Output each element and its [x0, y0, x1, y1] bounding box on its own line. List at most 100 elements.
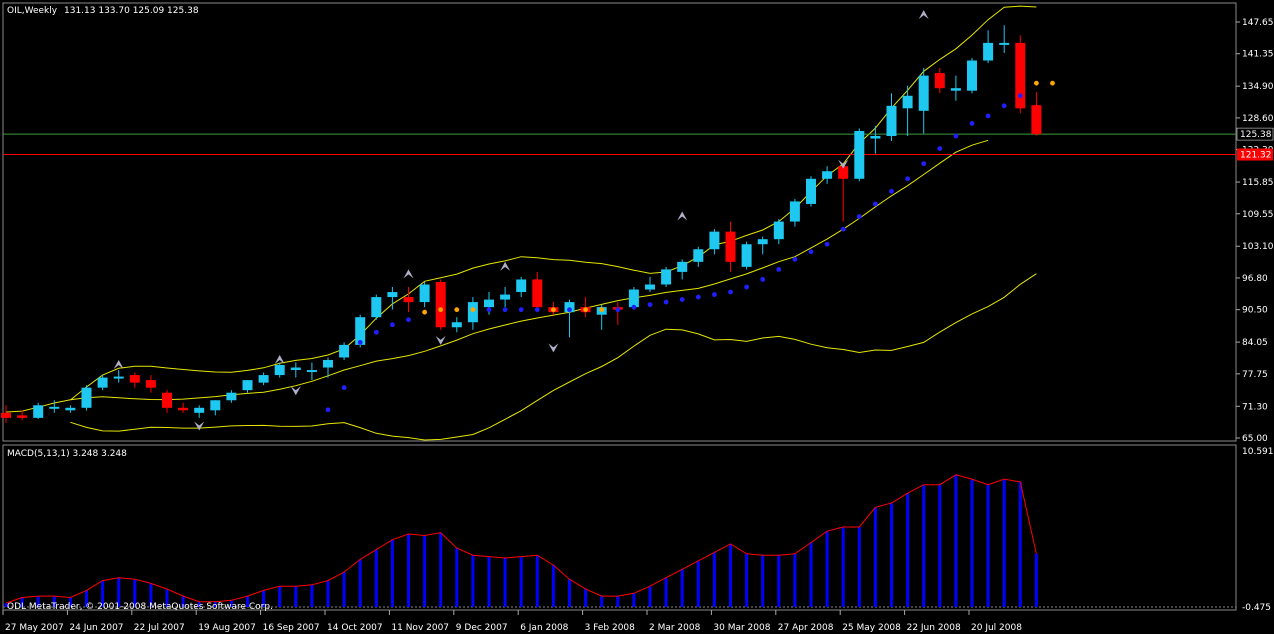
signal-dot	[1001, 103, 1007, 109]
candle-body	[1031, 105, 1042, 135]
chart-title: OIL,Weekly	[7, 6, 58, 16]
signal-dot	[937, 146, 943, 151]
fractal-down-arrow	[838, 159, 849, 169]
candle-body	[467, 302, 478, 323]
candle-body	[677, 261, 688, 272]
fractal-down-arrow	[435, 335, 446, 345]
candle-body	[145, 380, 156, 388]
price-tick-label: 103.10	[1242, 242, 1274, 252]
signal-dot	[760, 277, 766, 282]
candle-body	[564, 302, 575, 313]
signal-dot	[953, 133, 959, 139]
time-tick-label: 19 Aug 2007	[198, 623, 256, 633]
signal-dot	[454, 307, 460, 313]
red-level-label: 121.32	[1240, 151, 1272, 161]
price-tick-label: 109.55	[1242, 210, 1274, 220]
red-level-box	[1237, 148, 1273, 161]
candle-body	[33, 405, 44, 418]
time-tick-label: 3 Feb 2008	[585, 623, 636, 633]
signal-dot	[663, 299, 669, 305]
candle-body	[773, 221, 784, 240]
fractal-up-arrow	[403, 269, 414, 279]
time-tick-label: 22 Jun 2008	[907, 623, 961, 633]
candle-body	[258, 375, 269, 383]
candle-body	[532, 279, 543, 308]
candle-body	[355, 317, 366, 345]
candle-body	[628, 289, 639, 308]
candle-body	[484, 299, 494, 308]
price-tick-label: 71.30	[1242, 402, 1268, 412]
price-tick-label: 141.35	[1242, 50, 1274, 60]
fractal-markers	[113, 10, 929, 431]
macd-title: MACD(5,13,1) 3.248 3.248	[7, 449, 127, 459]
signal-dot	[840, 226, 846, 232]
time-tick-label: 6 Jan 2008	[520, 623, 568, 633]
candle-body	[516, 279, 527, 293]
signal-dot	[357, 339, 363, 345]
candle-body	[741, 244, 752, 267]
candle-body	[870, 136, 881, 139]
candle-body	[371, 297, 382, 318]
candle-body	[387, 292, 398, 298]
signal-dot	[712, 292, 717, 297]
price-tick-label: 134.90	[1242, 82, 1274, 92]
fractal-up-arrow	[113, 359, 124, 369]
time-tick-label: 11 Nov 2007	[391, 623, 449, 633]
signal-dot	[679, 297, 685, 302]
signal-dot	[551, 307, 556, 313]
signal-dot	[647, 302, 653, 308]
candle-body	[162, 392, 172, 408]
time-tick-label: 20 Jul 2008	[971, 623, 1022, 633]
signal-dot	[776, 266, 782, 272]
fractal-down-arrow	[548, 343, 559, 353]
candle-body	[725, 231, 736, 262]
signal-dot	[583, 307, 588, 313]
signal-dot	[985, 113, 991, 119]
price-tick-label: 84.05	[1242, 338, 1268, 348]
candle-body	[97, 377, 108, 388]
candle-body	[789, 201, 800, 222]
time-tick-label: 9 Dec 2007	[456, 623, 508, 633]
price-tick-label: 90.50	[1242, 306, 1268, 316]
candle-body	[242, 380, 253, 391]
price-tick-label: 65.00	[1242, 434, 1268, 444]
signal-dot	[1034, 80, 1039, 86]
signal-dot	[518, 307, 524, 313]
band-lower	[70, 273, 1037, 441]
candle-body	[49, 406, 60, 409]
candle-body	[1, 412, 11, 418]
time-tick-label: 22 Jul 2007	[134, 623, 185, 633]
candle-body	[194, 407, 205, 413]
candle-body	[950, 88, 961, 91]
macd-tick-label: 10.591	[1242, 447, 1274, 457]
candle-body	[81, 387, 92, 408]
price-tick-label: 115.85	[1242, 178, 1274, 188]
time-tick-label: 27 May 2007	[5, 623, 64, 633]
candle-body	[645, 284, 655, 290]
macd-signal-line	[5, 474, 1037, 604]
signal-dot	[873, 201, 878, 207]
signal-dot	[808, 249, 814, 255]
signal-dot	[631, 304, 637, 310]
signal-dot	[1017, 93, 1023, 99]
signal-dot	[969, 121, 975, 126]
candle-body	[838, 166, 849, 179]
candlesticks	[1, 25, 1042, 423]
candle-body	[306, 370, 317, 373]
candle-body	[757, 239, 768, 245]
fractal-up-arrow	[274, 354, 285, 364]
signal-dot	[921, 161, 927, 167]
price-axis: 147.65141.35134.90128.60122.30115.85109.…	[1236, 18, 1274, 444]
macd-axis: 10.591 -0.475	[1242, 447, 1274, 613]
signal-dot	[390, 322, 395, 328]
fractal-up-arrow	[677, 211, 688, 221]
signal-dot	[373, 329, 379, 335]
candle-body	[451, 322, 462, 328]
signal-dot	[744, 284, 749, 290]
signal-dot	[615, 307, 621, 313]
signal-dot	[470, 307, 476, 313]
ohlc-readout: 131.13 133.70 125.09 125.38	[64, 6, 199, 16]
price-tick-label: 147.65	[1242, 18, 1274, 28]
signal-dot	[792, 256, 798, 262]
